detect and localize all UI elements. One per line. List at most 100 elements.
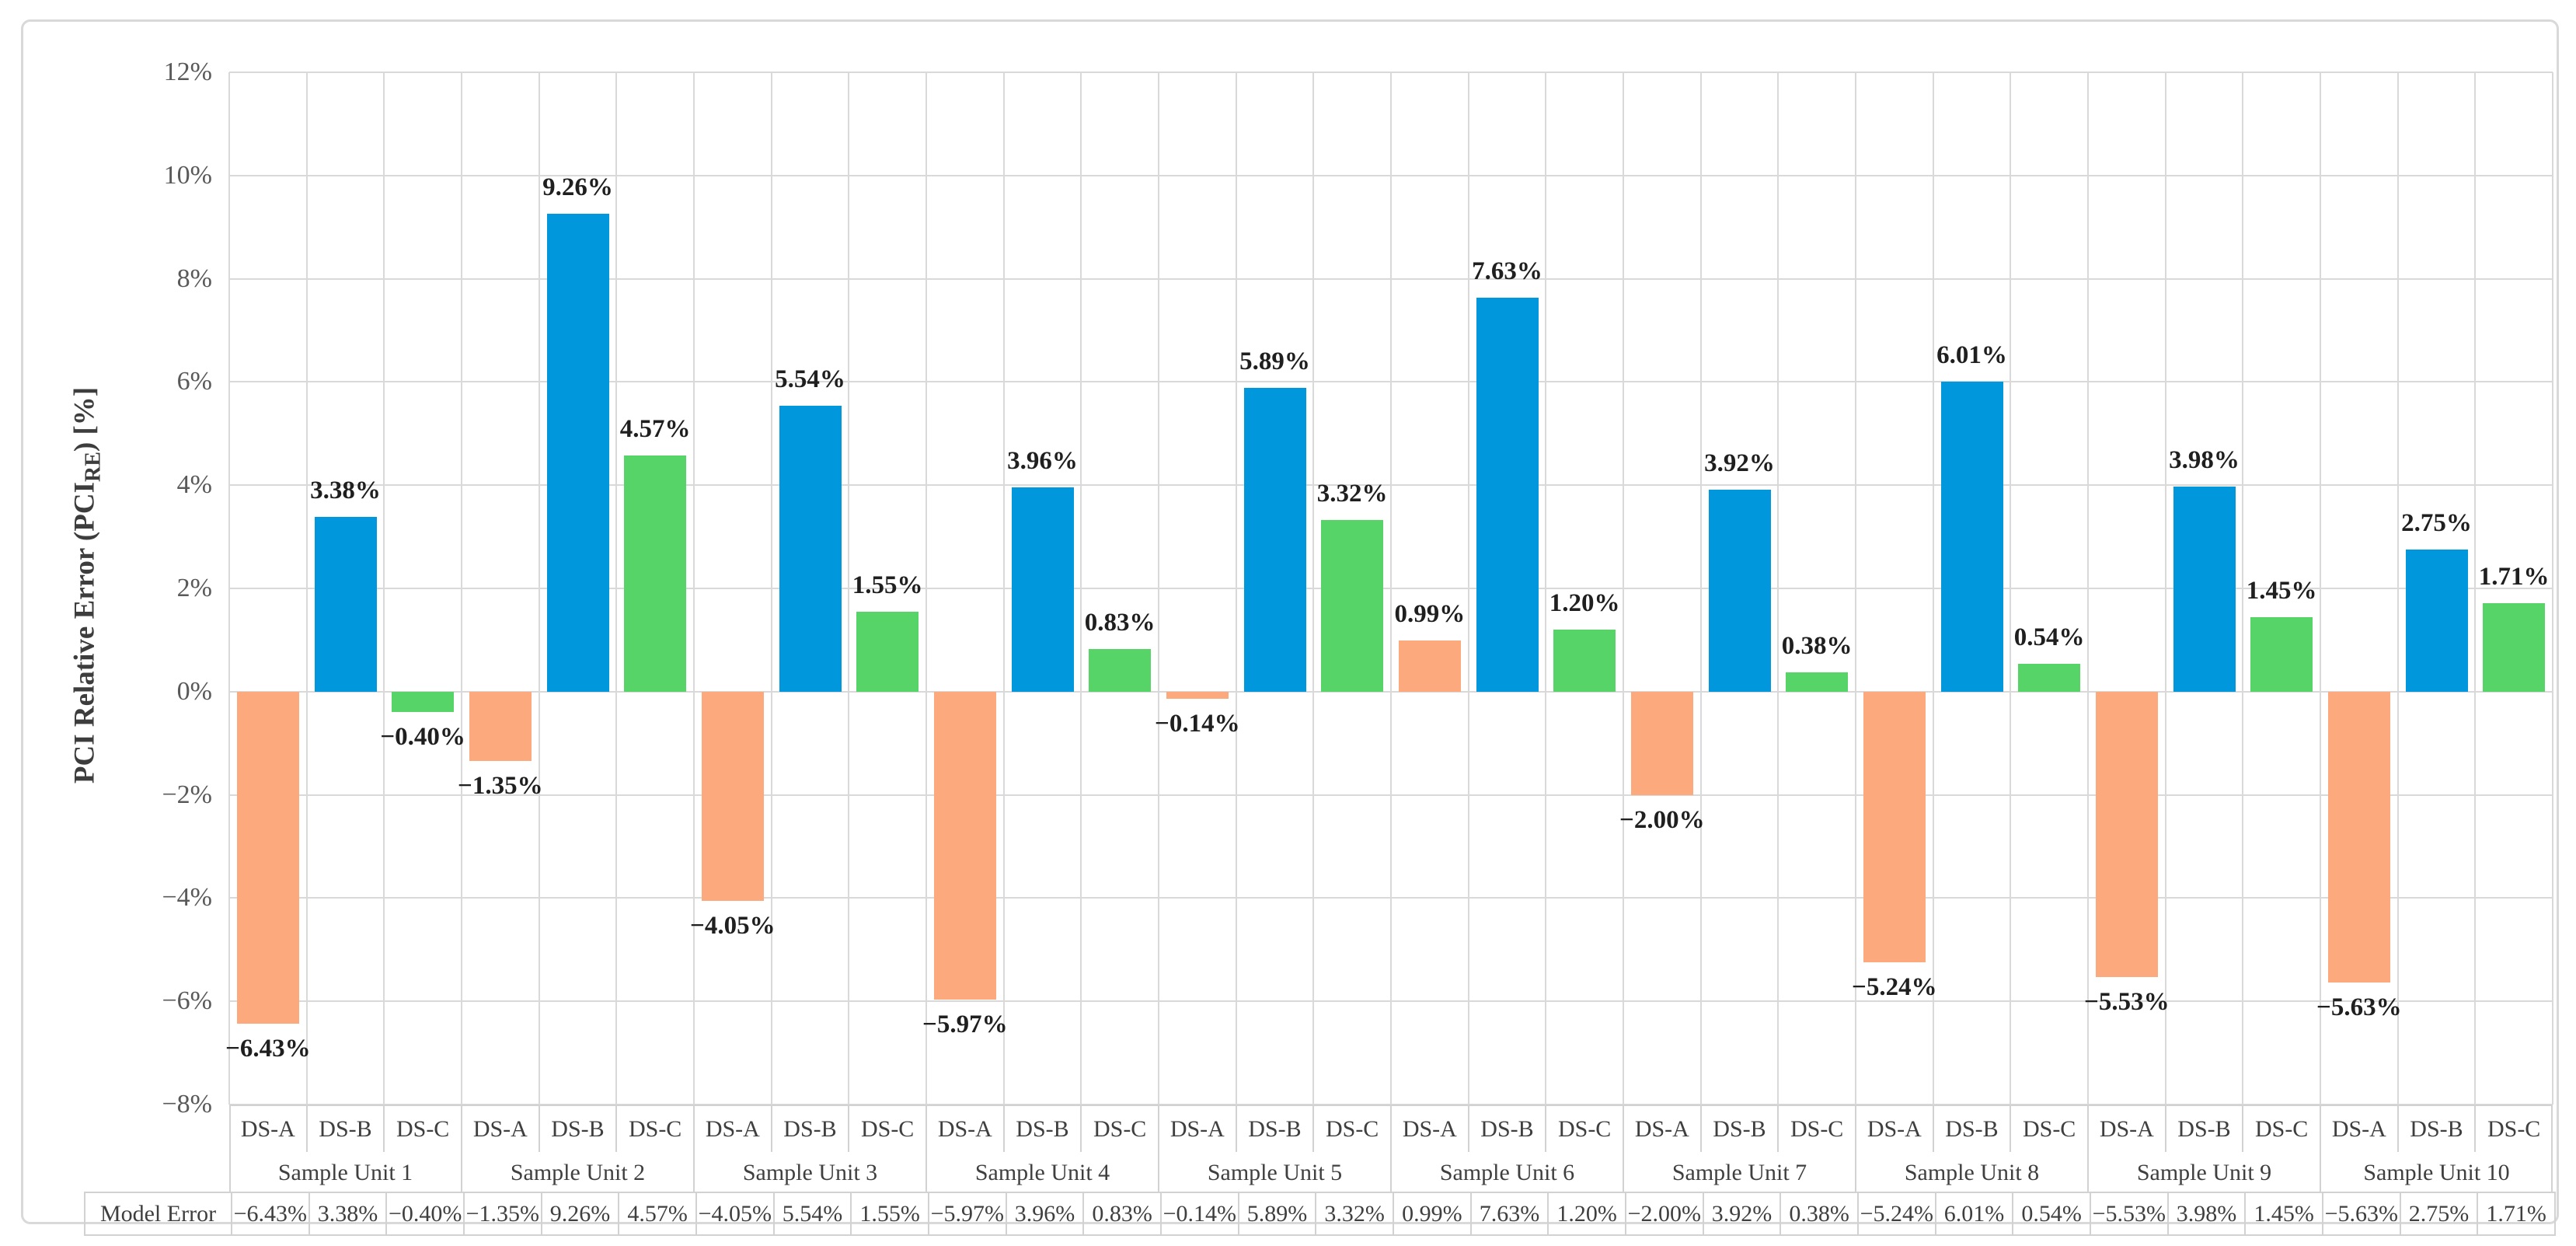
bar-ds-a-unit-6 [1398, 640, 1461, 692]
axis-separator-minor [1545, 1106, 1547, 1152]
axis-separator-minor [2242, 1106, 2244, 1152]
ds-label: DS-A [1867, 1116, 1922, 1142]
table-value-cell: 3.92% [1702, 1193, 1780, 1234]
ds-label: DS-A [1402, 1116, 1457, 1142]
gridline-vertical [228, 72, 230, 1105]
bar-value-label: 2.75% [2401, 509, 2472, 538]
ds-label: DS-A [937, 1116, 992, 1142]
gridline-vertical [615, 72, 618, 1105]
ds-label: DS-B [1945, 1116, 1999, 1142]
gridline-vertical [538, 72, 540, 1105]
table-value-cell: 4.57% [618, 1193, 695, 1234]
gridline-vertical [461, 72, 462, 1105]
gridline-vertical [1002, 72, 1005, 1105]
axis-separator-major [1390, 1106, 1392, 1193]
gridline-vertical [1467, 72, 1469, 1105]
ds-label: DS-B [2410, 1116, 2463, 1142]
gridline-vertical [1855, 72, 1856, 1105]
sample-unit-label: Sample Unit 7 [1671, 1160, 1807, 1185]
bar-ds-a-unit-4 [933, 691, 996, 1000]
bar-value-label: −5.63% [2316, 993, 2402, 1021]
bar-ds-c-unit-2 [624, 455, 687, 692]
bar-ds-c-unit-9 [2250, 616, 2313, 692]
x-axis: DS-A DS-B DS-C DS-A DS-B DS-C DS-A DS-B DS-C DS-A… [229, 1105, 2553, 1193]
y-tick-label: −6% [162, 986, 213, 1016]
axis-separator-major [693, 1106, 695, 1193]
bar-ds-a-unit-5 [1166, 691, 1229, 700]
ds-label: DS-C [396, 1116, 450, 1142]
bar-ds-a-unit-7 [1630, 691, 1693, 795]
ds-label: DS-C [2022, 1116, 2076, 1142]
gridline-vertical [1312, 72, 1315, 1105]
bar-ds-b-unit-2 [546, 213, 609, 692]
table-value-cell: 3.38% [308, 1193, 386, 1234]
axis-separator-minor [2396, 1106, 2399, 1152]
y-tick-label: 10% [163, 160, 212, 190]
axis-separator-minor [1080, 1106, 1082, 1152]
table-value-cell: 0.54% [2012, 1193, 2090, 1234]
axis-separator-major [1855, 1106, 1856, 1193]
table-value-cell: −0.40% [385, 1193, 463, 1234]
axis-separator-minor [848, 1106, 850, 1152]
bar-ds-c-unit-7 [1786, 672, 1849, 692]
bar-value-label: −0.14% [1155, 710, 1240, 738]
gridline-vertical [2087, 72, 2089, 1105]
bar-ds-a-unit-10 [2327, 691, 2390, 982]
table-value-cell: 5.54% [772, 1193, 851, 1234]
ds-label: DS-B [1248, 1116, 1302, 1142]
bar-value-label: −4.05% [690, 911, 776, 940]
axis-separator-minor [1312, 1106, 1315, 1152]
bar-value-label: 7.63% [1472, 257, 1542, 286]
y-tick-label: 12% [163, 58, 212, 86]
gridline-vertical [2010, 72, 2012, 1105]
gridline-vertical [925, 72, 927, 1105]
bar-value-label: 6.01% [1936, 340, 2007, 369]
y-tick-label: 2% [176, 574, 212, 602]
bar-value-label: −5.24% [1852, 972, 1937, 1001]
bar-ds-a-unit-9 [2095, 691, 2158, 977]
bar-value-label: −6.43% [225, 1034, 311, 1063]
bar-ds-b-unit-3 [779, 405, 842, 692]
table-value-cell: −4.05% [695, 1193, 773, 1234]
gridline-vertical [1158, 72, 1159, 1105]
axis-separator-minor [770, 1106, 772, 1152]
sample-unit-label: Sample Unit 8 [1904, 1160, 2040, 1185]
gridline-vertical [2164, 72, 2166, 1105]
table-value-cell: 0.99% [1393, 1193, 1470, 1234]
axis-separator-minor [2474, 1106, 2477, 1152]
table-value-cell: −2.00% [1625, 1193, 1703, 1234]
bar-ds-a-unit-3 [701, 691, 764, 901]
table-value-cell: 6.01% [1934, 1193, 2013, 1234]
table-row-label: Model Error [99, 1201, 217, 1227]
bar-ds-b-unit-7 [1708, 489, 1771, 692]
ds-label: DS-B [1713, 1116, 1766, 1142]
ds-label: DS-C [1557, 1116, 1612, 1142]
bar-ds-c-unit-10 [2483, 603, 2546, 692]
ds-label: DS-B [783, 1116, 837, 1142]
bar-ds-b-unit-5 [1243, 387, 1306, 692]
gridline-vertical [1623, 72, 1624, 1105]
gridline-vertical [1545, 72, 1547, 1105]
bar-ds-b-unit-9 [2173, 486, 2236, 692]
ds-label: DS-A [1634, 1116, 1689, 1142]
axis-separator-minor [383, 1106, 385, 1152]
table-value-cell: −5.24% [1857, 1193, 1935, 1234]
bar-ds-b-unit-10 [2405, 550, 2468, 692]
gridline-vertical [1932, 72, 1934, 1105]
bar-ds-c-unit-5 [1321, 520, 1384, 692]
bar-ds-b-unit-1 [314, 517, 377, 692]
sample-unit-label: Sample Unit 3 [742, 1160, 878, 1185]
y-axis: 12% 10% 8% 6% 4% 2% 0% −2% −4% −6% −8% [23, 58, 213, 1119]
ds-label: DS-A [705, 1116, 760, 1142]
sample-unit-label: Sample Unit 10 [2363, 1160, 2510, 1185]
bar-value-label: −5.53% [2084, 987, 2170, 1016]
gridline-vertical [1080, 72, 1082, 1105]
gridline-vertical [2242, 72, 2244, 1105]
y-tick-label: −2% [162, 780, 213, 809]
ds-label: DS-C [860, 1116, 915, 1142]
sample-unit-label: Sample Unit 5 [1207, 1160, 1343, 1185]
ds-label: DS-B [551, 1116, 605, 1142]
axis-separator-major [2320, 1106, 2321, 1193]
figure-frame: PCI Relative Error (PCIRE) [%] 12% 10% 8% 6… [21, 19, 2559, 1236]
sample-unit-label: Sample Unit 2 [510, 1160, 646, 1185]
